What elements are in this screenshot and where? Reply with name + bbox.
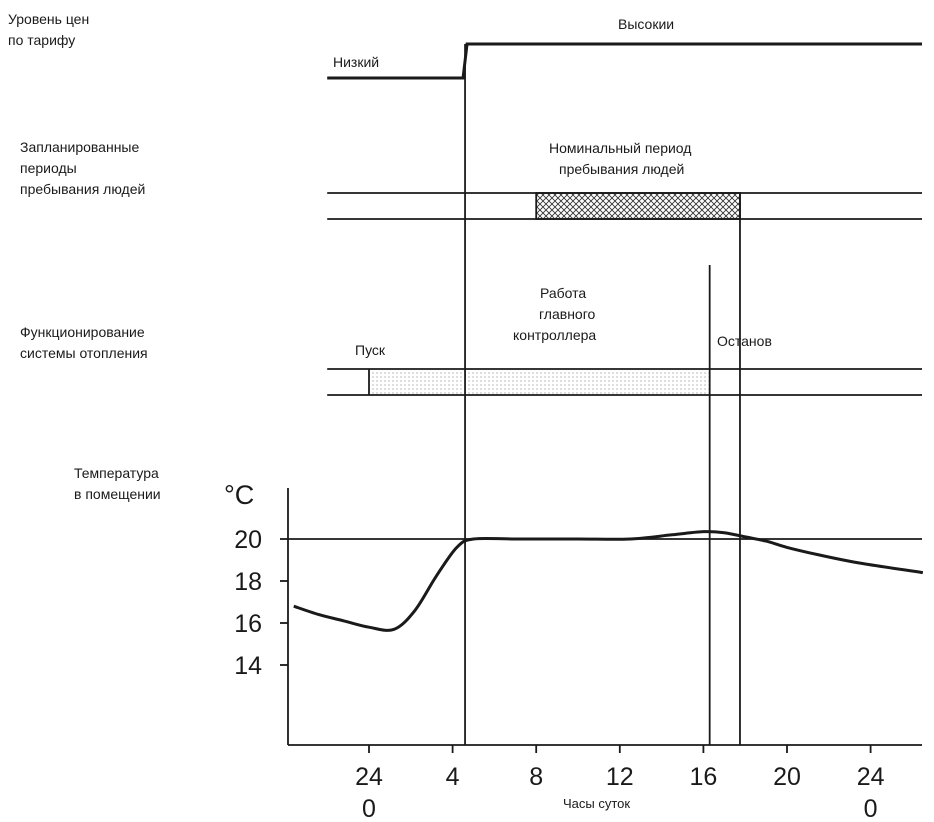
controller-label-line-2: главного — [539, 306, 596, 322]
x-tick-label: 20 — [773, 763, 801, 791]
heating-row: Функционирование системы отопления Пуск … — [20, 285, 922, 396]
x-tick-sublabel: 0 — [362, 795, 376, 822]
x-tick-label: 12 — [606, 763, 634, 791]
occupancy-band-label-line-1: Номинальный период — [549, 140, 691, 156]
x-tick-label: 4 — [446, 763, 460, 791]
y-tick-label: 16 — [234, 610, 262, 638]
controller-label-line-3: контроллера — [513, 327, 596, 343]
occupancy-period-fill — [535, 192, 741, 220]
temperature-row-label-line-1: Температура — [74, 465, 159, 481]
tariff-high-label: Высокии — [618, 16, 674, 32]
heating-row-label-line-2: системы отопления — [20, 345, 148, 361]
x-tick-label: 8 — [529, 763, 543, 791]
controller-label-line-1: Работа — [540, 285, 586, 301]
vertical-markers — [464, 44, 741, 745]
y-tick-label: 20 — [234, 526, 262, 554]
temperature-row-label-line-2: в помещении — [74, 486, 161, 502]
occupancy-row-label-line-1: Запланированные — [20, 139, 139, 155]
x-tick-sublabel: 0 — [864, 795, 878, 822]
occupancy-row: Запланированные периоды пребывания людей… — [20, 139, 922, 220]
tariff-row-label-line-2: по тарифу — [8, 32, 75, 48]
temperature-curve — [293, 530, 924, 632]
x-axis-label: Часы суток — [563, 796, 630, 811]
y-axis-unit: °C — [224, 480, 254, 510]
tariff-row-label-line-1: Уровень цен — [8, 11, 89, 27]
x-tick-label: 16 — [689, 763, 717, 791]
tariff-low-label: Низкий — [333, 54, 379, 70]
temperature-row: Температура в помещении °C 14 16 18 20 24 0 4… — [74, 465, 924, 822]
y-tick-label: 14 — [234, 652, 262, 680]
heating-operation-fill — [369, 370, 710, 394]
occupancy-row-label-line-2: периоды — [20, 160, 77, 176]
occupancy-band-label-line-2: пребывания людей — [559, 161, 684, 177]
x-tick-label: 24 — [355, 763, 383, 791]
heating-start-label: Пуск — [355, 342, 386, 358]
occupancy-row-label-line-3: пребывания людей — [20, 181, 145, 197]
x-tick-label: 24 — [857, 763, 885, 791]
y-tick-labels: 14 16 18 20 — [234, 526, 288, 680]
tariff-step-line — [327, 42, 922, 80]
x-tick-labels: 24 0 4 8 12 16 20 24 0 — [355, 745, 885, 822]
tariff-row: Уровень цен по тарифу Низкий Высокии — [8, 11, 922, 80]
heating-row-label-line-1: Функционирование — [20, 324, 145, 340]
heating-stop-label: Останов — [717, 333, 772, 349]
y-tick-label: 18 — [234, 568, 262, 596]
